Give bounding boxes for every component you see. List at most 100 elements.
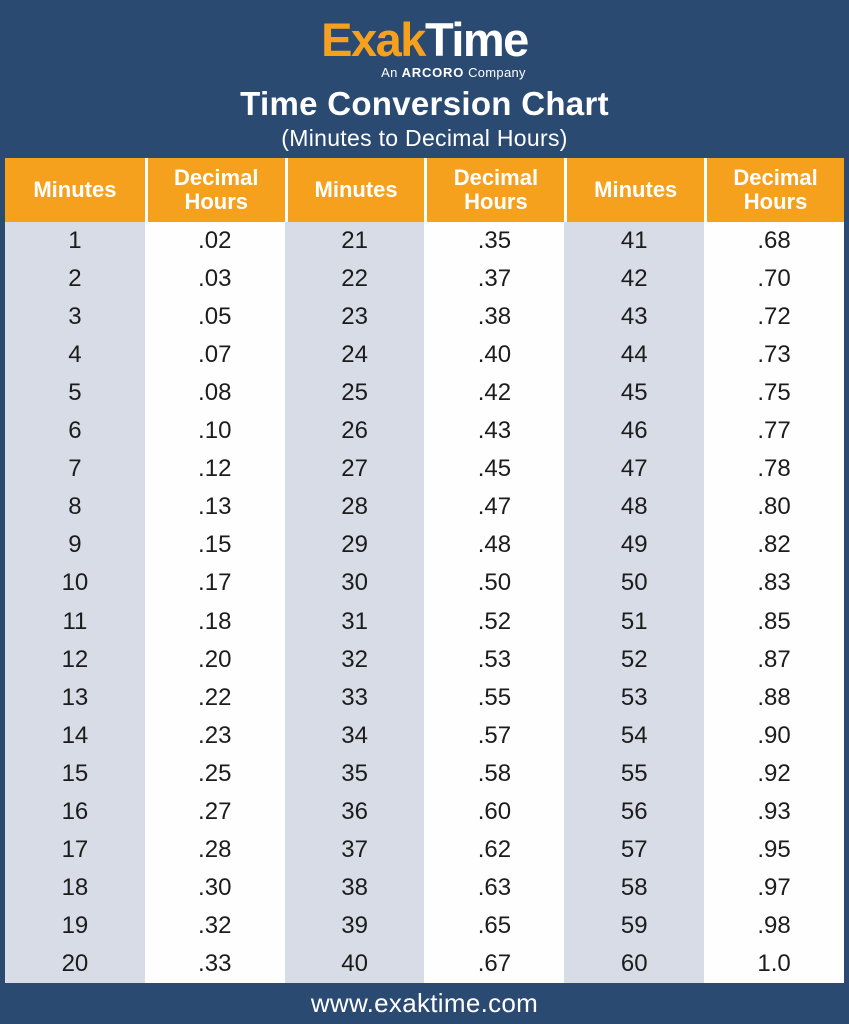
minutes-cell: 45 bbox=[564, 374, 705, 413]
decimal-hours-cell: .90 bbox=[704, 716, 844, 755]
decimal-hours-cell: .27 bbox=[144, 792, 285, 831]
minutes-cell: 31 bbox=[284, 602, 425, 641]
minutes-cell: 60 bbox=[564, 944, 705, 983]
minutes-cell: 24 bbox=[284, 336, 425, 375]
decimal-hours-cell: .82 bbox=[704, 526, 844, 565]
minutes-cell: 19 bbox=[5, 906, 145, 945]
exaktime-wordmark: ExakTime bbox=[321, 13, 529, 66]
decimal-hours-cell: .93 bbox=[704, 792, 844, 831]
minutes-cell: 43 bbox=[564, 298, 705, 337]
page-title: Time Conversion Chart bbox=[240, 85, 609, 122]
decimal-hours-cell: .88 bbox=[704, 678, 844, 717]
minutes-cell: 7 bbox=[5, 450, 145, 489]
decimal-hours-cell: .43 bbox=[424, 412, 565, 451]
decimal-hours-cell: .07 bbox=[144, 336, 285, 375]
decimal-hours-cell: .63 bbox=[424, 868, 565, 907]
exaktime-logo: ExakTime An ARCORO Company bbox=[321, 13, 529, 79]
decimal-hours-cell: .22 bbox=[144, 678, 285, 717]
col-header-minutes-1: Minutes bbox=[5, 158, 145, 222]
decimal-hours-cell: .03 bbox=[144, 260, 285, 299]
decimal-hours-cell: .57 bbox=[424, 716, 565, 755]
decimal-hours-cell: .40 bbox=[424, 336, 565, 375]
decimal-hours-cell: .47 bbox=[424, 488, 565, 527]
minutes-cell: 30 bbox=[284, 564, 425, 603]
tagline-suffix: Company bbox=[464, 65, 526, 80]
minutes-cell: 9 bbox=[5, 526, 145, 565]
decimal-hours-cell: .68 bbox=[704, 222, 844, 261]
decimal-hours-cell: .77 bbox=[704, 412, 844, 451]
minutes-cell: 22 bbox=[284, 260, 425, 299]
minutes-cell: 12 bbox=[5, 640, 145, 679]
minutes-cell: 14 bbox=[5, 716, 145, 755]
page-subtitle: (Minutes to Decimal Hours) bbox=[281, 125, 568, 151]
table-body: 1.02 21.35 41.68 2.03 22.37 42.70 3.05 23.38 43.… bbox=[5, 222, 844, 983]
decimal-hours-cell: .98 bbox=[704, 906, 844, 945]
decimal-hours-cell: .67 bbox=[424, 944, 565, 983]
minutes-cell: 1 bbox=[5, 222, 145, 261]
decimal-hours-cell: .92 bbox=[704, 754, 844, 793]
minutes-cell: 16 bbox=[5, 792, 145, 831]
minutes-cell: 59 bbox=[564, 906, 705, 945]
minutes-cell: 4 bbox=[5, 336, 145, 375]
minutes-cell: 35 bbox=[284, 754, 425, 793]
table-header-row: Minutes Decimal Hours Minutes Decimal Ho… bbox=[5, 158, 844, 222]
minutes-cell: 56 bbox=[564, 792, 705, 831]
minutes-cell: 33 bbox=[284, 678, 425, 717]
decimal-hours-cell: .33 bbox=[144, 944, 285, 983]
minutes-cell: 53 bbox=[564, 678, 705, 717]
decimal-hours-cell: .02 bbox=[144, 222, 285, 261]
decimal-hours-cell: .23 bbox=[144, 716, 285, 755]
decimal-hours-cell: .55 bbox=[424, 678, 565, 717]
decimal-hours-cell: .08 bbox=[144, 374, 285, 413]
decimal-hours-cell: .85 bbox=[704, 602, 844, 641]
decimal-hours-cell: .58 bbox=[424, 754, 565, 793]
decimal-hours-cell: 1.0 bbox=[704, 944, 844, 983]
minutes-cell: 21 bbox=[284, 222, 425, 261]
minutes-cell: 44 bbox=[564, 336, 705, 375]
decimal-hours-cell: .83 bbox=[704, 564, 844, 603]
col-header-decimal-hours-3: Decimal Hours bbox=[704, 158, 844, 222]
decimal-hours-cell: .87 bbox=[704, 640, 844, 679]
minutes-cell: 55 bbox=[564, 754, 705, 793]
logo-tagline: An ARCORO Company bbox=[321, 66, 528, 79]
decimal-hours-cell: .75 bbox=[704, 374, 844, 413]
decimal-hours-cell: .05 bbox=[144, 298, 285, 337]
decimal-hours-cell: .72 bbox=[704, 298, 844, 337]
minutes-cell: 20 bbox=[5, 944, 145, 983]
decimal-hours-cell: .65 bbox=[424, 906, 565, 945]
decimal-hours-cell: .78 bbox=[704, 450, 844, 489]
logo-text-exak: Exak bbox=[321, 13, 426, 66]
minutes-cell: 32 bbox=[284, 640, 425, 679]
conversion-table: Minutes Decimal Hours Minutes Decimal Ho… bbox=[5, 158, 844, 983]
minutes-cell: 3 bbox=[5, 298, 145, 337]
decimal-hours-cell: .13 bbox=[144, 488, 285, 527]
minutes-cell: 29 bbox=[284, 526, 425, 565]
page-header: ExakTime An ARCORO Company Time Conversi… bbox=[0, 0, 849, 158]
minutes-cell: 11 bbox=[5, 602, 145, 641]
decimal-hours-cell: .12 bbox=[144, 450, 285, 489]
col-header-decimal-hours-2: Decimal Hours bbox=[424, 158, 565, 222]
decimal-hours-cell: .35 bbox=[424, 222, 565, 261]
logo-text-time: Time bbox=[424, 13, 529, 66]
decimal-hours-cell: .52 bbox=[424, 602, 565, 641]
decimal-hours-cell: .48 bbox=[424, 526, 565, 565]
minutes-cell: 36 bbox=[284, 792, 425, 831]
minutes-cell: 42 bbox=[564, 260, 705, 299]
decimal-hours-cell: .15 bbox=[144, 526, 285, 565]
decimal-hours-cell: .25 bbox=[144, 754, 285, 793]
decimal-hours-cell: .28 bbox=[144, 830, 285, 869]
website-url: www.exaktime.com bbox=[310, 988, 539, 1018]
minutes-cell: 18 bbox=[5, 868, 145, 907]
minutes-cell: 52 bbox=[564, 640, 705, 679]
minutes-cell: 54 bbox=[564, 716, 705, 755]
minutes-cell: 15 bbox=[5, 754, 145, 793]
minutes-cell: 13 bbox=[5, 678, 145, 717]
minutes-cell: 41 bbox=[564, 222, 705, 261]
minutes-cell: 6 bbox=[5, 412, 145, 451]
decimal-hours-cell: .32 bbox=[144, 906, 285, 945]
minutes-cell: 51 bbox=[564, 602, 705, 641]
minutes-cell: 50 bbox=[564, 564, 705, 603]
minutes-cell: 37 bbox=[284, 830, 425, 869]
minutes-cell: 2 bbox=[5, 260, 145, 299]
minutes-cell: 57 bbox=[564, 830, 705, 869]
